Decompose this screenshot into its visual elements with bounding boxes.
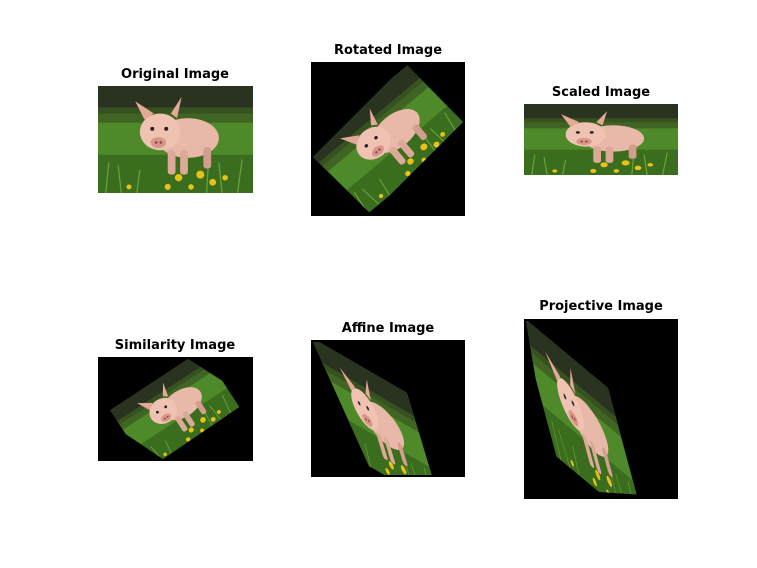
panel-title-similarity: Similarity Image	[114, 338, 236, 353]
panel-title-scaled: Scaled Image	[551, 85, 651, 100]
affine-image	[311, 340, 465, 477]
scaled-image	[524, 104, 678, 175]
panel-title-affine: Affine Image	[341, 321, 435, 336]
similarity-image-canvas	[108, 359, 242, 459]
panel-title-original: Original Image	[121, 67, 229, 82]
original-image-canvas	[98, 86, 253, 193]
original-image	[98, 86, 253, 193]
panel-title-rotated: Rotated Image	[333, 43, 443, 58]
panel-title-projective: Projective Image	[539, 299, 663, 314]
projective-image-canvas	[526, 321, 648, 497]
scaled-image-canvas	[524, 104, 678, 175]
rotated-image-canvas	[313, 64, 463, 214]
projective-image	[524, 319, 678, 499]
similarity-image	[98, 357, 253, 461]
rotated-image	[311, 62, 465, 216]
affine-image-canvas	[313, 342, 443, 475]
